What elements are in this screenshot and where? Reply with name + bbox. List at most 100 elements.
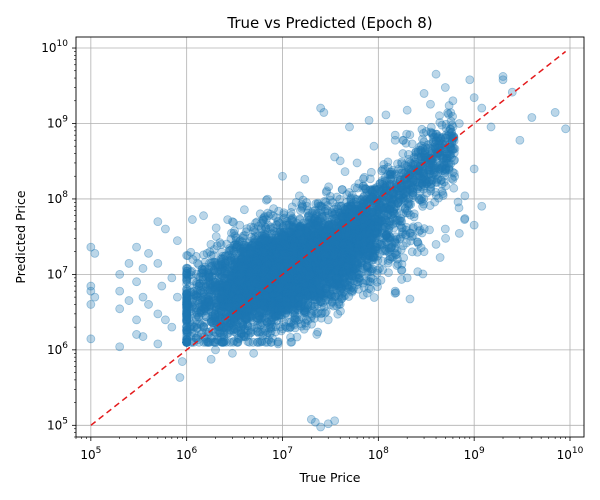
- data-point: [264, 238, 274, 248]
- data-point: [209, 266, 219, 276]
- data-point: [337, 288, 347, 298]
- data-point: [354, 207, 364, 216]
- data-point: [299, 240, 309, 249]
- data-point: [352, 259, 362, 269]
- data-point: [316, 302, 326, 311]
- data-point: [344, 233, 354, 242]
- data-point: [288, 251, 298, 261]
- data-point: [246, 254, 256, 264]
- data-point: [182, 309, 192, 318]
- data-point: [234, 263, 244, 273]
- data-point: [298, 302, 307, 311]
- data-point: [261, 195, 271, 205]
- data-point: [288, 224, 298, 234]
- data-point: [261, 262, 271, 272]
- data-point: [326, 259, 336, 268]
- data-point: [307, 291, 317, 300]
- data-point: [277, 281, 287, 291]
- data-point: [278, 248, 288, 258]
- data-point: [236, 292, 246, 302]
- data-point: [352, 218, 362, 228]
- data-point: [398, 209, 408, 219]
- data-point: [328, 219, 338, 229]
- data-point: [292, 249, 302, 259]
- data-point: [286, 287, 296, 297]
- data-point: [306, 289, 316, 299]
- data-point: [367, 215, 377, 225]
- data-point: [226, 254, 236, 264]
- data-point: [324, 295, 333, 304]
- data-point: [245, 237, 255, 246]
- data-point: [187, 215, 197, 224]
- data-point: [283, 241, 292, 251]
- data-point: [283, 258, 293, 268]
- data-point: [303, 300, 313, 310]
- data-point: [242, 291, 252, 301]
- data-point: [211, 286, 220, 295]
- data-point: [282, 265, 292, 275]
- data-point: [319, 260, 329, 270]
- data-point: [299, 282, 309, 292]
- data-point: [277, 254, 286, 264]
- data-point: [267, 255, 277, 265]
- data-point: [318, 253, 328, 263]
- data-point: [292, 232, 302, 241]
- data-point: [340, 244, 350, 254]
- data-point: [254, 304, 264, 314]
- data-point: [319, 243, 329, 253]
- data-point: [242, 307, 252, 317]
- data-point: [263, 194, 272, 204]
- data-point: [276, 229, 286, 239]
- data-point: [245, 264, 254, 274]
- data-point: [237, 310, 247, 320]
- data-point: [268, 333, 277, 343]
- data-point: [277, 246, 287, 256]
- data-point: [315, 297, 325, 306]
- data-point: [277, 279, 287, 289]
- data-point: [254, 266, 264, 276]
- data-point: [242, 278, 252, 288]
- data-point: [296, 271, 306, 281]
- data-point: [243, 290, 253, 300]
- data-point: [333, 309, 343, 319]
- data-point: [241, 280, 251, 290]
- data-point: [299, 274, 309, 284]
- data-point: [323, 274, 333, 284]
- data-point: [248, 308, 258, 317]
- data-point: [316, 226, 326, 236]
- data-point: [303, 261, 312, 271]
- data-point: [358, 290, 368, 300]
- data-point: [339, 236, 349, 246]
- data-point: [289, 239, 299, 249]
- data-point: [284, 318, 294, 327]
- data-point: [390, 237, 400, 247]
- data-point: [269, 300, 279, 310]
- data-point: [293, 285, 303, 295]
- data-point: [290, 298, 300, 308]
- data-point: [332, 264, 342, 274]
- data-point: [303, 222, 313, 232]
- data-point: [240, 268, 250, 277]
- data-point: [286, 294, 296, 304]
- data-point: [283, 281, 293, 290]
- data-point: [344, 249, 354, 259]
- data-point: [182, 251, 192, 260]
- data-point: [350, 205, 360, 215]
- data-point: [208, 311, 217, 321]
- data-point: [321, 283, 331, 293]
- data-point: [292, 224, 301, 234]
- data-point: [275, 218, 284, 228]
- data-point: [261, 223, 271, 233]
- data-point: [310, 229, 320, 239]
- data-point: [328, 255, 337, 265]
- data-point: [293, 301, 303, 311]
- data-point: [287, 254, 297, 264]
- data-point: [250, 260, 260, 270]
- data-point: [265, 224, 274, 234]
- data-point: [285, 276, 294, 286]
- data-point: [369, 245, 378, 255]
- data-point: [268, 247, 277, 257]
- data-point: [313, 256, 322, 266]
- data-point: [240, 256, 250, 266]
- data-point: [297, 284, 307, 294]
